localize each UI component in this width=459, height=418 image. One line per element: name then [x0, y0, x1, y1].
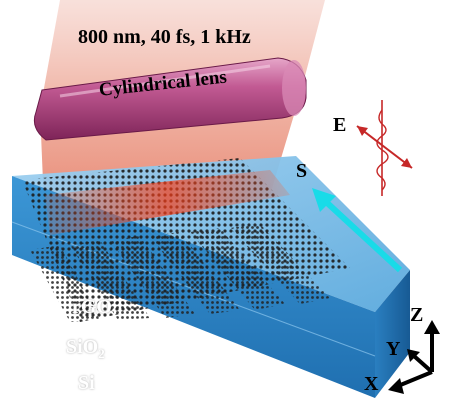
si-label: Si — [78, 372, 95, 394]
substrate-side-face — [375, 270, 410, 398]
axis-z-label: Z — [410, 304, 424, 326]
focus-line — [45, 170, 290, 235]
scan-direction-label: S — [296, 160, 308, 182]
e-field-wave — [356, 100, 413, 196]
coordinate-axes — [388, 320, 440, 394]
axis-y-label: Y — [386, 338, 401, 360]
sio2-label-subscript: 2 — [98, 346, 105, 361]
rgo-label: rGO — [72, 296, 112, 318]
sio2-label: SiO2 — [66, 336, 105, 362]
scan-arrow — [312, 188, 403, 273]
cylindrical-lens — [33, 57, 307, 141]
sio2-label-main: SiO — [66, 336, 99, 358]
e-field-label: E — [333, 114, 347, 136]
axis-x-label: X — [364, 373, 379, 395]
rgo-ridges — [30, 224, 330, 322]
laser-parameters-label: 800 nm, 40 fs, 1 kHz — [78, 26, 251, 48]
